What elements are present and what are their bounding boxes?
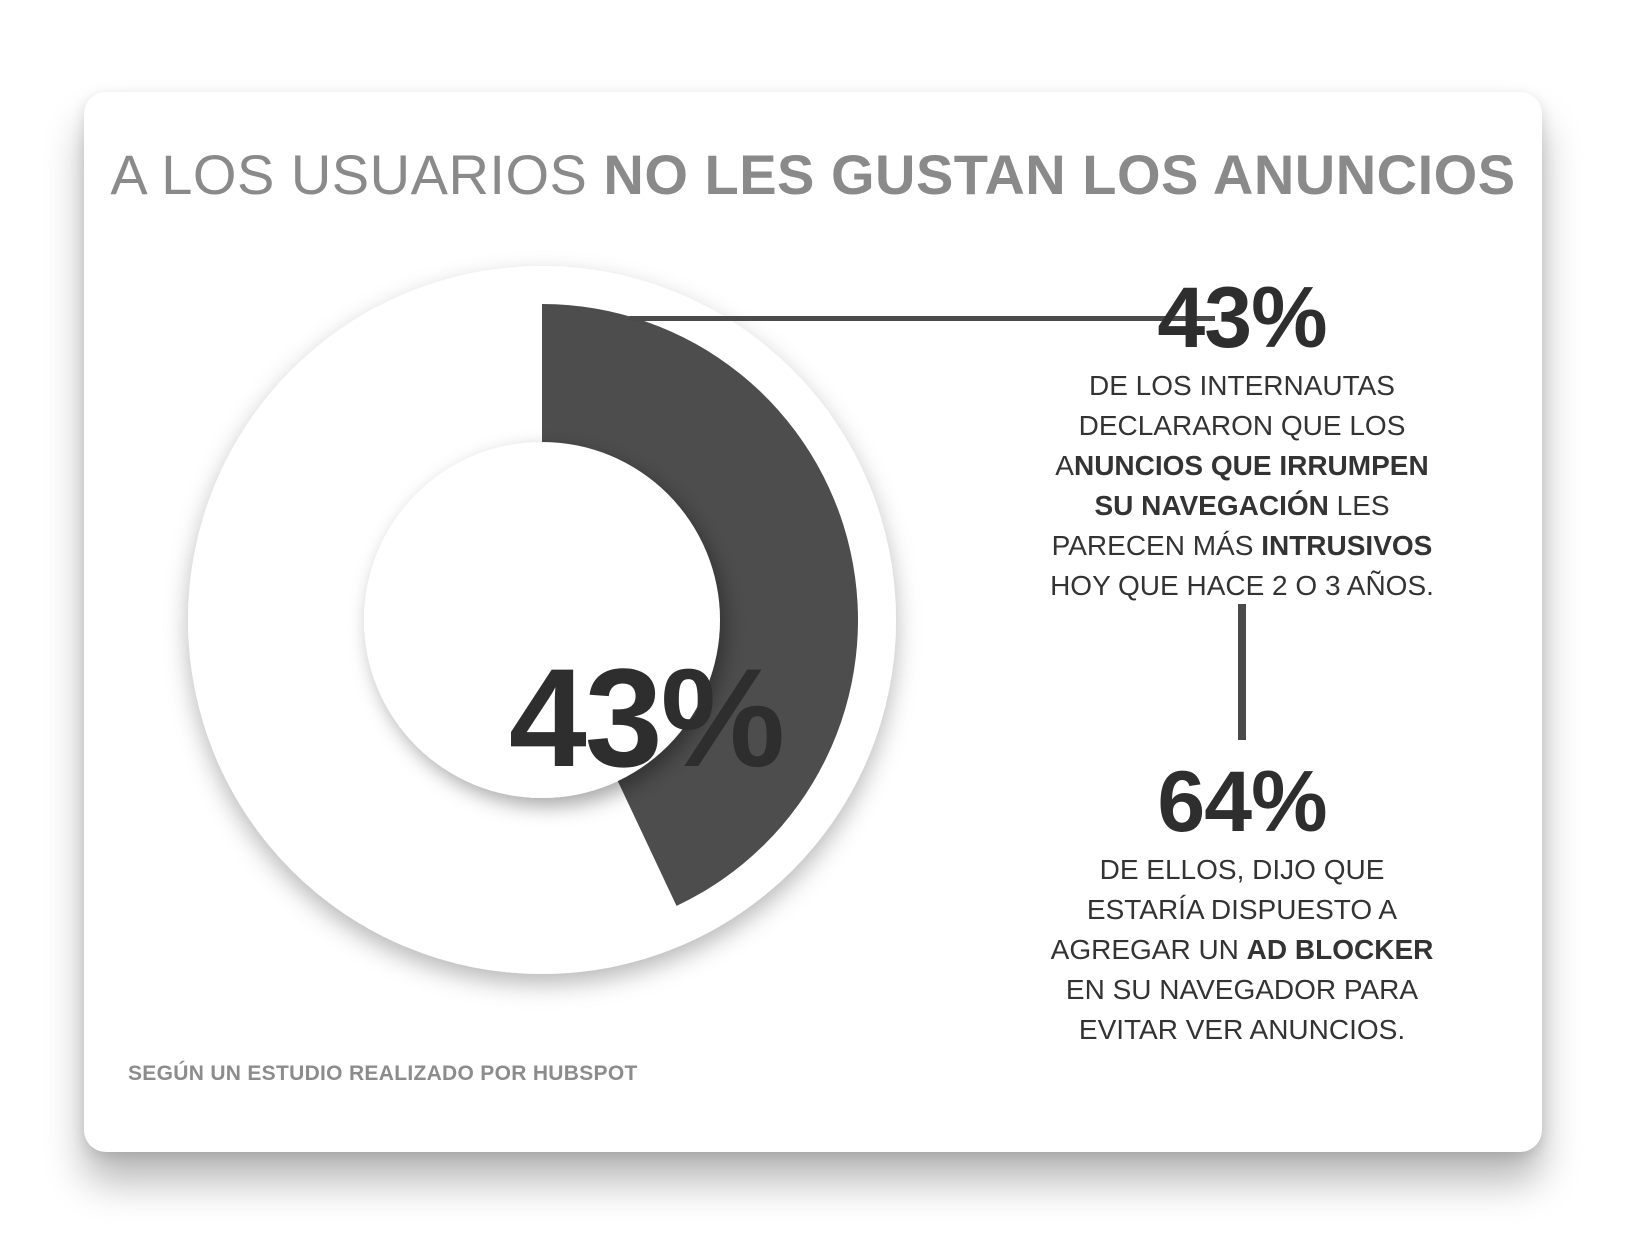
stat2-text: EVITAR VER ANUNCIOS. [1078,1014,1406,1045]
stat1-line: PARECEN MÁS INTRUSIVOS [1032,526,1452,566]
donut-slice-43 [542,304,859,906]
title-bold: NO LES GUSTAN LOS ANUNCIOS [603,143,1516,206]
stat2-line: DE ELLOS, DIJO QUE [1032,850,1452,890]
title-light: A LOS USUARIOS [110,143,604,206]
stat-description-64: DE ELLOS, DIJO QUE ESTARÍA DISPUESTO A AGR… [1032,850,1452,1050]
stat1-line: HOY QUE HACE 2 O 3 AÑOS. [1032,566,1452,606]
donut-center-label: 43% [508,639,785,796]
stat2-text: AGREGAR UN [1050,934,1247,965]
stat2-line: ESTARÍA DISPUESTO A [1032,890,1452,930]
stat1-text: DE LOS INTERNAUTAS [1089,370,1395,401]
stat-number-64: 64% [1157,754,1327,850]
stat1-text: DECLARARON QUE LOS [1078,410,1406,441]
stat1-text: LES [1328,490,1390,521]
stat2-bold-text: AD BLOCKER [1246,934,1434,965]
stat-number-43: 43% [1157,270,1327,366]
stat1-text: HOY QUE HACE 2 O 3 AÑOS. [1050,570,1434,601]
stat2-line: EVITAR VER ANUNCIOS. [1032,1010,1452,1050]
stat2-line: EN SU NAVEGADOR PARA [1032,970,1452,1010]
stat2-text: ESTARÍA DISPUESTO A [1086,894,1398,925]
connector-line-horizontal [629,316,1215,321]
stat-block-64: 64% DE ELLOS, DIJO QUE ESTARÍA DISPUESTO … [1032,754,1452,1050]
stat2-line: AGREGAR UN AD BLOCKER [1032,930,1452,970]
stat-block-43: 43% DE LOS INTERNAUTAS DECLARARON QUE LOS… [1032,270,1452,606]
stat1-text: PARECEN MÁS [1051,530,1262,561]
page-title: A LOS USUARIOS NO LES GUSTAN LOS ANUNCIO… [84,142,1542,207]
stat1-bold-text: NUNCIOS QUE IRRUMPEN [1073,450,1429,481]
stat2-text: DE ELLOS, DIJO QUE [1099,854,1385,885]
connector-line-vertical [1238,604,1246,740]
stat1-line: DECLARARON QUE LOS [1032,406,1452,446]
stat1-line: DE LOS INTERNAUTAS [1032,366,1452,406]
infographic-card: A LOS USUARIOS NO LES GUSTAN LOS ANUNCIO… [84,92,1542,1152]
stat2-text: EN SU NAVEGADOR PARA [1065,974,1419,1005]
donut-inner-circle [364,442,720,798]
source-note: SEGÚN UN ESTUDIO REALIZADO POR HUBSPOT [128,1062,638,1085]
donut-chart [188,266,896,974]
stat1-bold-text: INTRUSIVOS [1261,530,1433,561]
stat-description-43: DE LOS INTERNAUTAS DECLARARON QUE LOS ANUN… [1032,366,1452,606]
stat1-text: A [1055,450,1074,481]
stat1-line: ANUNCIOS QUE IRRUMPEN [1032,446,1452,486]
stat1-bold-text: SU NAVEGACIÓN [1094,490,1329,521]
stat1-line: SU NAVEGACIÓN LES [1032,486,1452,526]
